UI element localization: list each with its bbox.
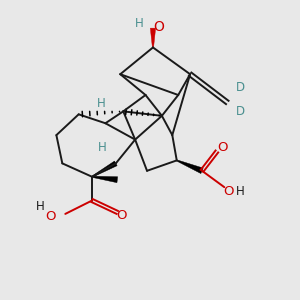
Polygon shape bbox=[92, 161, 117, 177]
Polygon shape bbox=[176, 160, 203, 174]
Text: H: H bbox=[97, 98, 105, 110]
Polygon shape bbox=[92, 176, 118, 183]
Text: O: O bbox=[116, 209, 127, 222]
Text: H: H bbox=[236, 185, 245, 198]
Text: D: D bbox=[236, 105, 245, 118]
Text: O: O bbox=[45, 210, 56, 224]
Text: O: O bbox=[224, 185, 234, 198]
Text: H: H bbox=[36, 200, 44, 213]
Text: D: D bbox=[236, 81, 245, 94]
Text: O: O bbox=[218, 140, 228, 154]
Text: H: H bbox=[98, 140, 107, 154]
Polygon shape bbox=[150, 28, 156, 47]
Text: O: O bbox=[154, 20, 164, 34]
Text: H: H bbox=[135, 17, 144, 30]
